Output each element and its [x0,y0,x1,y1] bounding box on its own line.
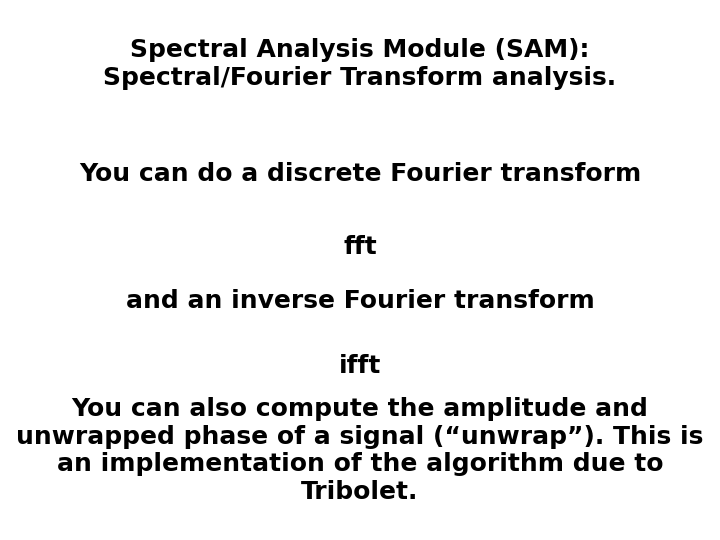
Text: and an inverse Fourier transform: and an inverse Fourier transform [125,289,595,313]
Text: You can also compute the amplitude and
unwrapped phase of a signal (“unwrap”). T: You can also compute the amplitude and u… [17,397,703,504]
Text: Spectral Analysis Module (SAM):
Spectral/Fourier Transform analysis.: Spectral Analysis Module (SAM): Spectral… [104,38,616,90]
Text: ifft: ifft [339,354,381,377]
Text: You can do a discrete Fourier transform: You can do a discrete Fourier transform [79,162,641,186]
Text: fft: fft [343,235,377,259]
